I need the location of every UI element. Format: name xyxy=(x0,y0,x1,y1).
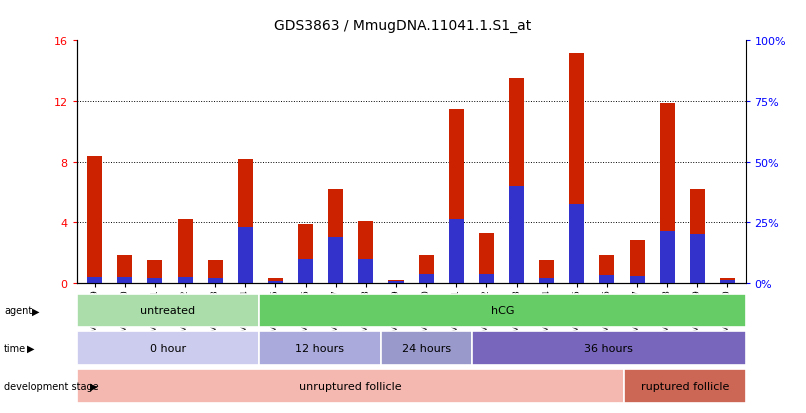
Text: hCG: hCG xyxy=(491,306,514,316)
Bar xyxy=(238,159,253,283)
Bar xyxy=(268,281,283,283)
Bar xyxy=(479,275,494,283)
Bar xyxy=(147,260,163,283)
FancyBboxPatch shape xyxy=(77,369,624,403)
FancyBboxPatch shape xyxy=(472,331,746,365)
Bar xyxy=(569,53,584,283)
Bar xyxy=(208,260,222,283)
Bar xyxy=(479,233,494,283)
Text: 12 hours: 12 hours xyxy=(295,343,344,353)
Bar xyxy=(539,260,555,283)
FancyBboxPatch shape xyxy=(380,331,472,365)
Bar xyxy=(509,186,524,283)
Bar xyxy=(87,278,102,283)
Bar xyxy=(238,227,253,283)
Bar xyxy=(208,278,222,283)
Bar xyxy=(629,241,645,283)
Bar xyxy=(117,256,132,283)
Bar xyxy=(449,220,463,283)
FancyBboxPatch shape xyxy=(259,294,746,328)
Text: unruptured follicle: unruptured follicle xyxy=(299,381,401,391)
Bar xyxy=(629,276,645,283)
Bar xyxy=(418,275,434,283)
Bar xyxy=(328,238,343,283)
Bar xyxy=(177,278,193,283)
Bar xyxy=(328,190,343,283)
Bar xyxy=(388,281,404,283)
FancyBboxPatch shape xyxy=(259,331,380,365)
Bar xyxy=(659,103,675,283)
Text: untreated: untreated xyxy=(140,306,195,316)
Bar xyxy=(359,260,373,283)
Text: ▶: ▶ xyxy=(90,381,98,391)
Text: 24 hours: 24 hours xyxy=(401,343,451,353)
Text: GDS3863 / MmugDNA.11041.1.S1_at: GDS3863 / MmugDNA.11041.1.S1_at xyxy=(274,19,532,33)
Text: ▶: ▶ xyxy=(27,343,35,353)
FancyBboxPatch shape xyxy=(77,331,259,365)
FancyBboxPatch shape xyxy=(624,369,746,403)
Bar xyxy=(449,109,463,283)
Bar xyxy=(539,278,555,283)
Bar xyxy=(690,235,705,283)
Bar xyxy=(600,275,614,283)
Bar xyxy=(147,278,163,283)
Bar xyxy=(690,190,705,283)
Bar xyxy=(298,259,313,283)
Bar xyxy=(659,232,675,283)
Bar xyxy=(509,79,524,283)
Bar xyxy=(569,204,584,283)
Bar xyxy=(720,280,735,283)
Text: 36 hours: 36 hours xyxy=(584,343,634,353)
Text: development stage: development stage xyxy=(4,381,98,391)
Bar xyxy=(117,277,132,283)
Bar xyxy=(87,156,102,283)
Bar xyxy=(720,278,735,283)
Bar xyxy=(268,278,283,283)
Bar xyxy=(359,221,373,283)
FancyBboxPatch shape xyxy=(77,294,259,328)
Bar xyxy=(418,256,434,283)
Text: ruptured follicle: ruptured follicle xyxy=(641,381,729,391)
Bar xyxy=(298,224,313,283)
Text: agent: agent xyxy=(4,306,32,316)
Bar xyxy=(600,256,614,283)
Text: ▶: ▶ xyxy=(32,306,39,316)
Bar xyxy=(177,220,193,283)
Bar xyxy=(388,281,404,283)
Text: time: time xyxy=(4,343,26,353)
Text: 0 hour: 0 hour xyxy=(150,343,186,353)
